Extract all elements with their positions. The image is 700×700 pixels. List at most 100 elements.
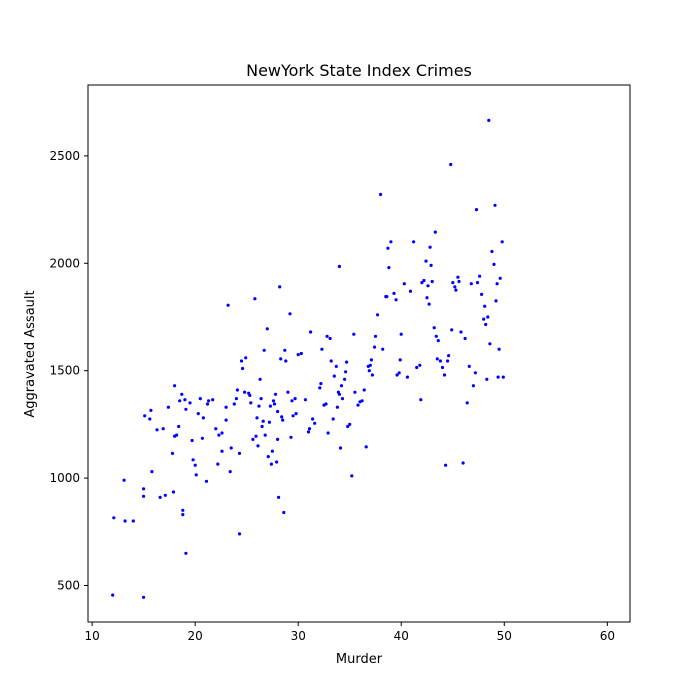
data-point [395, 373, 399, 377]
data-point [277, 495, 281, 499]
data-point [239, 359, 244, 363]
data-point [486, 315, 490, 319]
data-point [373, 334, 378, 338]
data-point [188, 401, 192, 405]
data-point [303, 398, 307, 402]
data-point [495, 282, 499, 286]
data-point [194, 473, 198, 477]
points-layer [111, 118, 505, 599]
data-point [493, 203, 497, 207]
data-point [249, 401, 253, 405]
data-point [344, 370, 348, 374]
data-point [229, 446, 233, 450]
data-point [217, 433, 221, 437]
data-point [332, 374, 336, 378]
data-point [112, 516, 116, 520]
plot-area [87, 84, 631, 623]
data-point [148, 417, 152, 421]
data-point [367, 369, 371, 373]
data-point [284, 359, 288, 363]
y-tick-label: 1500 [49, 364, 80, 378]
data-point [214, 427, 218, 431]
data-point [256, 444, 260, 448]
data-point [348, 422, 352, 426]
data-point [488, 342, 492, 346]
data-point [286, 390, 290, 394]
data-point [339, 384, 344, 388]
data-point [211, 398, 215, 402]
data-point [451, 281, 455, 285]
data-point [426, 284, 430, 288]
data-point [131, 519, 135, 523]
data-point [200, 436, 204, 440]
data-point [190, 438, 194, 443]
data-point [432, 326, 436, 330]
data-point [453, 285, 457, 289]
data-point [338, 446, 343, 450]
data-point [329, 359, 333, 363]
data-point [368, 363, 372, 367]
data-point [294, 412, 298, 416]
data-point [180, 392, 184, 396]
data-point [243, 390, 247, 394]
data-point [497, 347, 501, 351]
data-point [463, 336, 467, 341]
data-point [275, 460, 279, 464]
data-point [449, 162, 453, 167]
x-axis: 10 20 30 40 50 60 [84, 622, 615, 643]
data-point [337, 264, 341, 269]
data-point [471, 384, 475, 388]
data-point [293, 397, 297, 401]
data-point [177, 424, 181, 429]
data-point [345, 360, 349, 364]
y-tick-label: 1000 [49, 471, 80, 485]
x-tick-label: 10 [84, 629, 99, 643]
data-point [178, 399, 182, 403]
data-point [480, 292, 484, 296]
data-point [467, 364, 471, 368]
y-tick-label: 2000 [49, 256, 80, 270]
data-point [289, 435, 293, 439]
data-point [204, 479, 209, 483]
x-tick-label: 30 [291, 629, 306, 643]
data-point [280, 415, 284, 419]
data-point [158, 495, 162, 499]
data-point [422, 278, 426, 283]
x-tick-label: 60 [600, 629, 615, 643]
data-point [259, 397, 263, 401]
data-point [320, 347, 324, 351]
data-point [494, 299, 498, 303]
data-point [389, 240, 393, 244]
data-point [326, 431, 330, 435]
data-point [265, 327, 269, 331]
data-point [482, 317, 486, 321]
data-point [220, 449, 224, 453]
data-point [181, 513, 185, 517]
data-point [360, 399, 364, 403]
data-point [201, 416, 205, 420]
data-point [232, 402, 236, 406]
data-point [418, 363, 422, 367]
data-point [270, 449, 274, 453]
data-point [191, 458, 195, 462]
data-point [337, 392, 341, 396]
data-point [150, 470, 154, 474]
data-point [408, 289, 413, 293]
data-point [161, 427, 165, 431]
data-point [328, 336, 332, 341]
data-point [122, 478, 126, 482]
data-point [205, 402, 210, 406]
data-point [487, 118, 491, 122]
data-point [461, 461, 465, 465]
data-point [244, 356, 248, 360]
x-tick-label: 50 [497, 629, 512, 643]
data-point [456, 275, 460, 279]
data-point [163, 493, 167, 497]
data-point [290, 399, 294, 403]
data-point [155, 428, 159, 432]
data-point [318, 386, 322, 390]
data-point [306, 430, 311, 434]
data-point [346, 424, 350, 429]
data-point [272, 402, 277, 406]
data-point [334, 364, 338, 368]
